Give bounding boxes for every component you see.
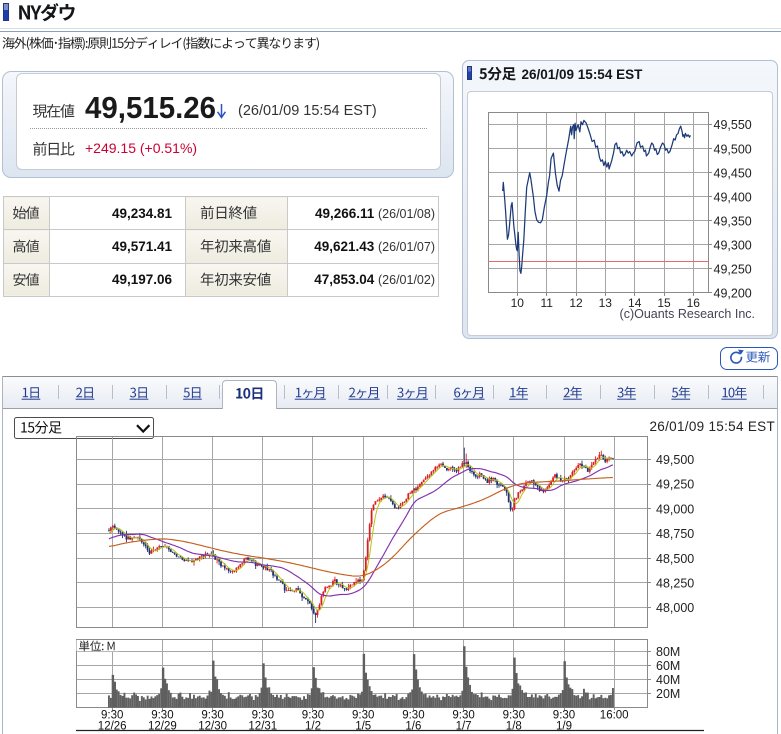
- svg-text:9:30: 9:30: [302, 710, 324, 722]
- svg-text:49,500: 49,500: [656, 453, 694, 467]
- svg-text:60M: 60M: [656, 659, 680, 673]
- svg-text:9:30: 9:30: [553, 710, 575, 722]
- svg-text:1/8: 1/8: [506, 721, 522, 733]
- svg-text:12/26: 12/26: [98, 721, 127, 733]
- svg-text:16:00: 16:00: [600, 710, 629, 722]
- svg-text:48,250: 48,250: [656, 577, 694, 591]
- svg-text:9:30: 9:30: [151, 710, 173, 722]
- svg-text:9:30: 9:30: [452, 710, 474, 722]
- svg-text:20M: 20M: [656, 687, 680, 701]
- svg-text:12/31: 12/31: [248, 721, 277, 733]
- svg-text:1/7: 1/7: [456, 721, 472, 733]
- svg-text:48,500: 48,500: [656, 552, 694, 566]
- svg-text:1/9: 1/9: [556, 721, 572, 733]
- svg-text:49,000: 49,000: [656, 502, 694, 516]
- svg-text:9:30: 9:30: [252, 710, 274, 722]
- svg-text:40M: 40M: [656, 673, 680, 687]
- svg-text:9:30: 9:30: [503, 710, 525, 722]
- svg-text:80M: 80M: [656, 645, 680, 659]
- svg-text:12/29: 12/29: [148, 721, 177, 733]
- svg-text:1/6: 1/6: [405, 721, 421, 733]
- svg-text:9:30: 9:30: [201, 710, 223, 722]
- svg-text:9:30: 9:30: [101, 710, 123, 722]
- svg-text:9:30: 9:30: [402, 710, 424, 722]
- svg-text:9:30: 9:30: [352, 710, 374, 722]
- svg-text:48,000: 48,000: [656, 601, 694, 615]
- svg-text:49,250: 49,250: [656, 478, 694, 492]
- svg-text:48,750: 48,750: [656, 527, 694, 541]
- svg-text:1/5: 1/5: [355, 721, 371, 733]
- svg-text:1/2: 1/2: [305, 721, 321, 733]
- svg-text:12/30: 12/30: [198, 721, 227, 733]
